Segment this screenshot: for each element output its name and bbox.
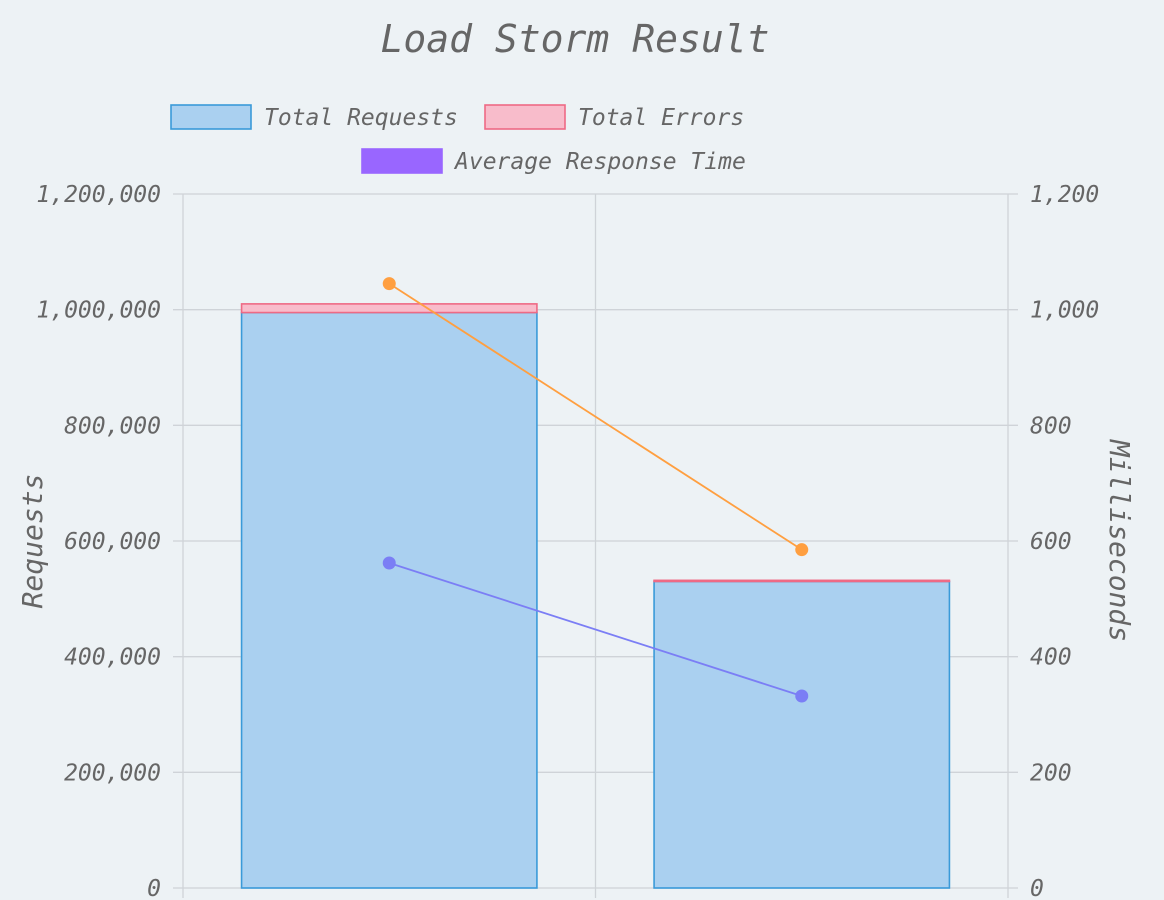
line-average-response-time	[388, 562, 803, 697]
y-left-tick-label: 600,000	[64, 529, 161, 555]
y-left-tick-label: 1,200,000	[36, 182, 161, 208]
y-left-tick-label: 1,000,000	[36, 298, 161, 324]
y-left-tick-label: 400,000	[64, 645, 161, 671]
y-left-tick-label: 200,000	[64, 760, 161, 786]
y-left-tick-label: 800,000	[64, 413, 161, 439]
ticks: 0 200,000 400,000 600,000 800,000 1,000,000 1,…	[36, 182, 1099, 900]
bar-total-requests	[653, 580, 951, 889]
y-right-tick-label: 1,000	[1030, 298, 1099, 324]
legend-swatch	[361, 148, 443, 174]
point-average-response-time	[795, 689, 809, 703]
legend: Total Requests Total Errors Average Respon…	[170, 104, 746, 175]
legend-label: Total Errors	[578, 105, 744, 131]
point-series-1	[795, 543, 809, 557]
legend-label: Total Requests	[264, 105, 458, 131]
bar-total-requests	[240, 311, 538, 889]
point-average-response-time	[382, 556, 396, 570]
y-left-tick-label: 0	[147, 876, 161, 900]
y-right-tick-label: 0	[1030, 876, 1044, 900]
legend-label: Average Response Time	[453, 149, 746, 175]
bar-total-errors	[653, 579, 951, 583]
y-right-tick-label: 600	[1030, 529, 1072, 555]
bars	[240, 303, 951, 889]
y-right-tick-label: 400	[1030, 645, 1072, 671]
y-axis-left-title: Requests	[16, 474, 49, 609]
legend-swatch	[170, 104, 252, 130]
point-series-1	[382, 277, 396, 291]
bar-total-errors	[240, 303, 538, 314]
y-right-tick-label: 800	[1030, 413, 1072, 439]
y-axis-right-title: Milliseconds	[1103, 439, 1136, 642]
y-right-tick-label: 200	[1030, 760, 1072, 786]
legend-swatch	[484, 104, 566, 130]
line-series-1	[388, 282, 803, 551]
y-right-tick-label: 1,200	[1030, 182, 1099, 208]
chart-title: Load Storm Result	[381, 17, 770, 61]
lines	[382, 277, 809, 703]
